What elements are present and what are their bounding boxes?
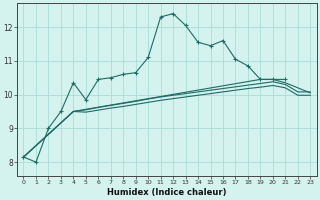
X-axis label: Humidex (Indice chaleur): Humidex (Indice chaleur) bbox=[107, 188, 227, 197]
